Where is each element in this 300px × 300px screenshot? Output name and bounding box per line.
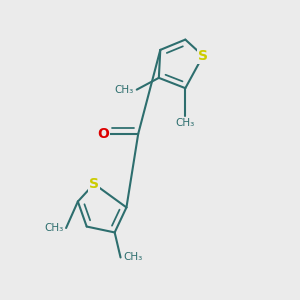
Text: S: S — [89, 177, 99, 191]
Text: CH₃: CH₃ — [115, 85, 134, 94]
Text: CH₃: CH₃ — [44, 223, 63, 233]
Text: O: O — [97, 127, 109, 141]
Text: CH₃: CH₃ — [124, 253, 143, 262]
Text: CH₃: CH₃ — [176, 118, 195, 128]
Text: S: S — [198, 49, 208, 63]
